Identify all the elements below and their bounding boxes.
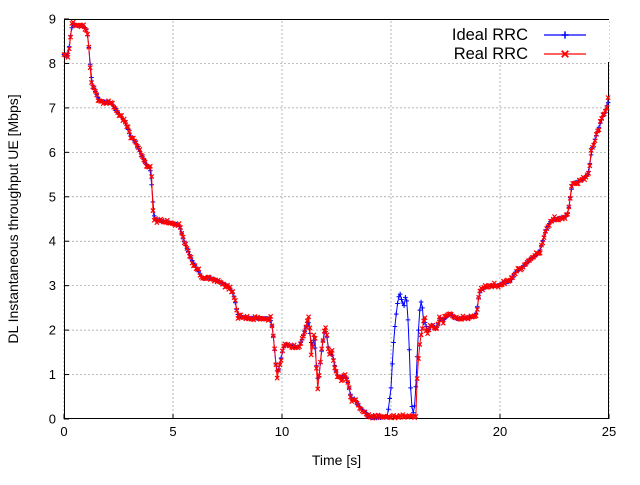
svg-text:Real RRC: Real RRC — [454, 45, 528, 63]
svg-text:7: 7 — [49, 100, 56, 115]
svg-text:3: 3 — [49, 278, 56, 293]
svg-text:2: 2 — [49, 323, 56, 338]
svg-text:6: 6 — [49, 145, 56, 160]
svg-text:4: 4 — [49, 234, 56, 249]
svg-text:0: 0 — [49, 412, 56, 427]
svg-text:Time [s]: Time [s] — [312, 452, 361, 468]
svg-text:9: 9 — [49, 12, 56, 27]
svg-text:5: 5 — [169, 424, 176, 439]
svg-text:20: 20 — [493, 424, 507, 439]
svg-text:1: 1 — [49, 367, 56, 382]
svg-text:DL Instantaneous throughput UE: DL Instantaneous throughput UE [Mbps] — [5, 94, 21, 343]
svg-text:15: 15 — [384, 424, 398, 439]
svg-text:10: 10 — [275, 424, 289, 439]
svg-text:5: 5 — [49, 189, 56, 204]
svg-text:Ideal RRC: Ideal RRC — [452, 26, 528, 44]
svg-text:25: 25 — [602, 424, 616, 439]
svg-text:0: 0 — [60, 424, 67, 439]
svg-text:8: 8 — [49, 56, 56, 71]
